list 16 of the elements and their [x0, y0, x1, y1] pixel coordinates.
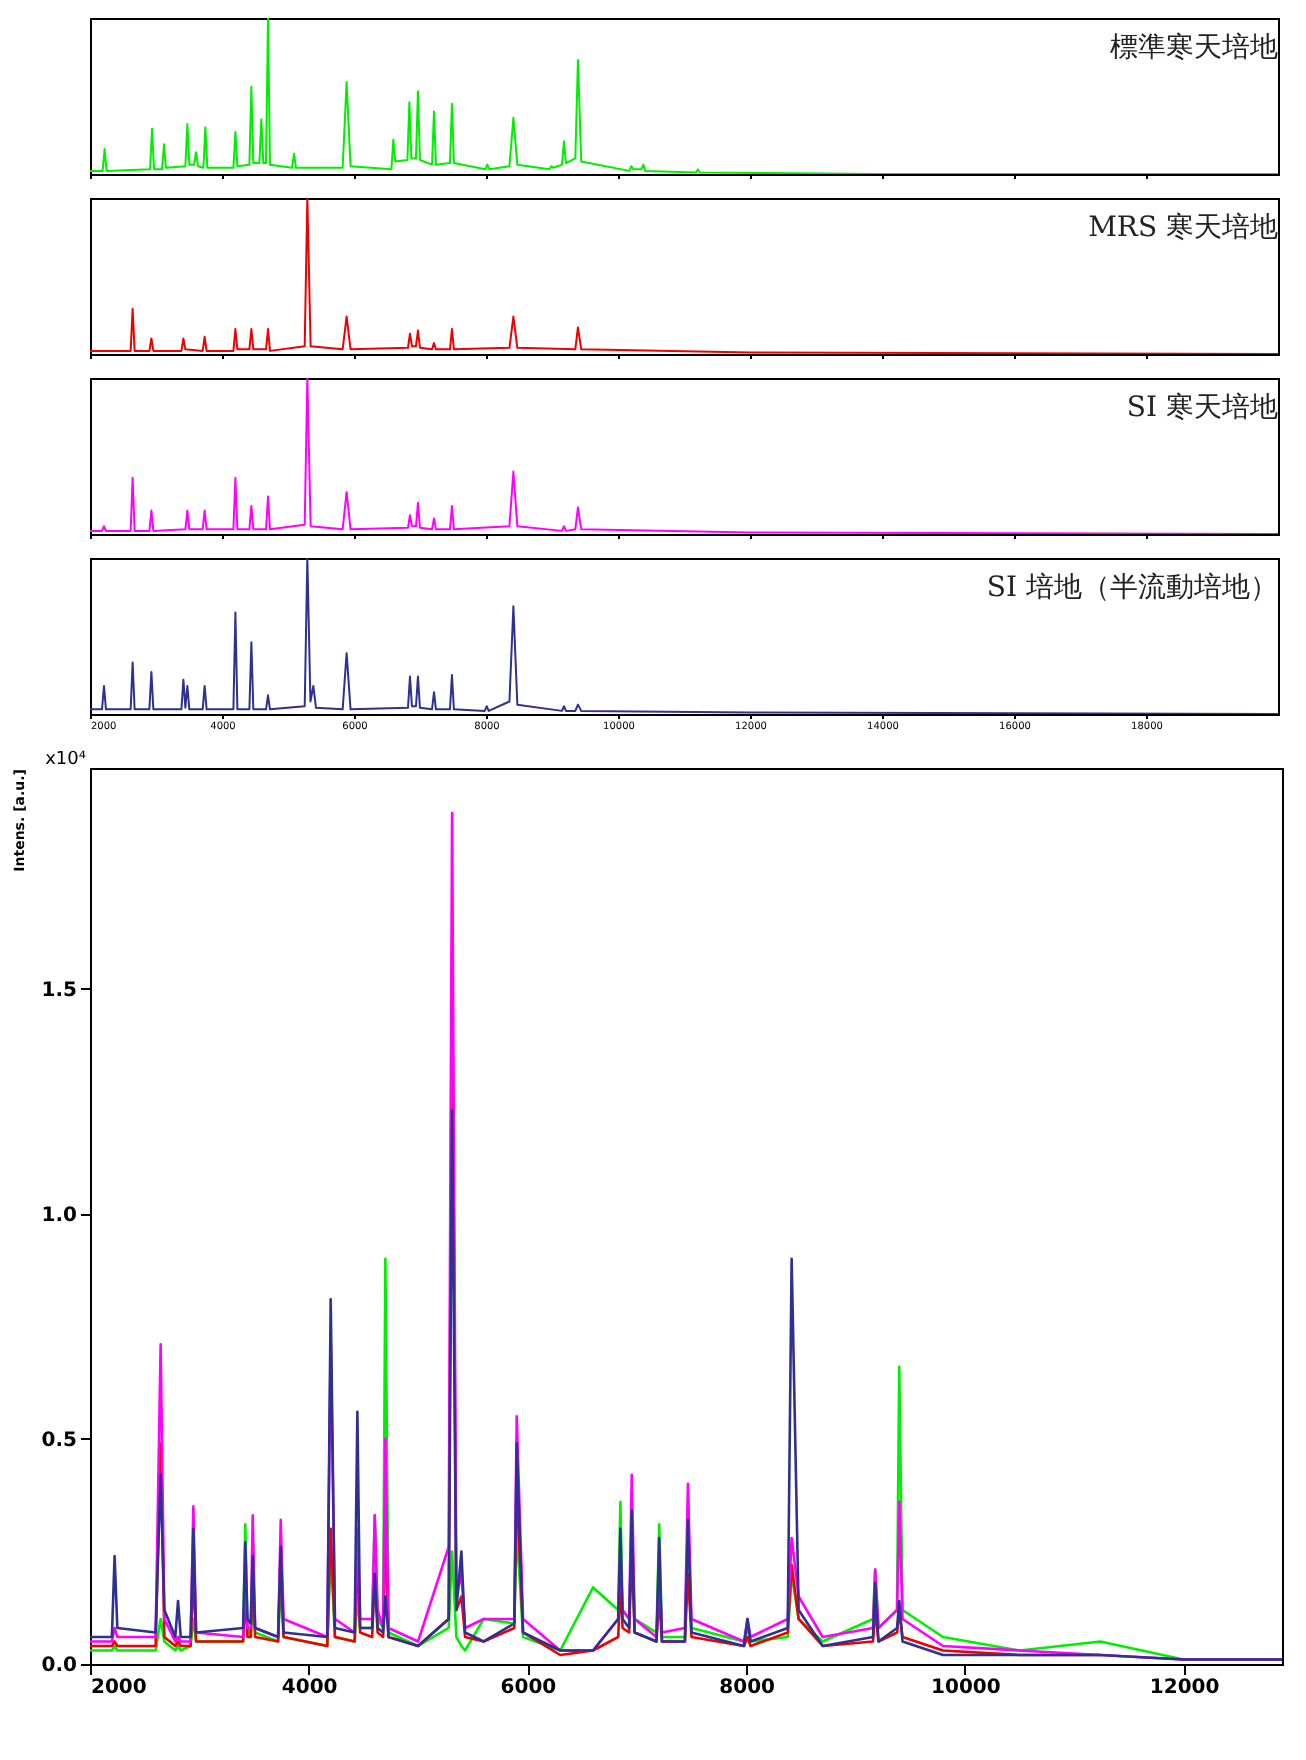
text: 標準寒天培地 — [1110, 32, 1278, 64]
text: SI 寒天培地 — [1126, 392, 1278, 424]
x-tick-label: 8000 — [719, 1677, 776, 1699]
y-tick-label: 0.5 — [41, 1429, 78, 1452]
text: x10⁴ — [45, 750, 87, 770]
y-tick-label: 1.0 — [41, 1204, 78, 1227]
line-series — [90, 1108, 1282, 1661]
text: MRS 寒天培地 — [1088, 212, 1278, 244]
x-tick-label: 10000 — [931, 1677, 1001, 1699]
y-tick-label: 1.5 — [41, 979, 78, 1002]
x-tick-label: 2000 — [91, 1677, 147, 1699]
x-tick-label: 4000 — [281, 1677, 338, 1699]
text: SI 培地（半流動培地） — [986, 572, 1278, 604]
x-tick-label: 12000 — [1149, 1677, 1220, 1699]
x-tick-label: 6000 — [500, 1677, 557, 1699]
y-tick-label: 0.0 — [41, 1655, 78, 1677]
